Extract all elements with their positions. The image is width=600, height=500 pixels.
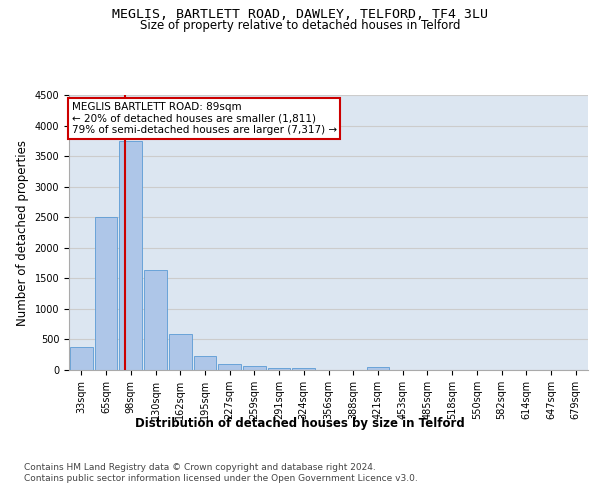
Text: MEGLIS BARTLETT ROAD: 89sqm
← 20% of detached houses are smaller (1,811)
79% of : MEGLIS BARTLETT ROAD: 89sqm ← 20% of det…: [71, 102, 337, 135]
Bar: [268, 368, 290, 370]
Text: Size of property relative to detached houses in Telford: Size of property relative to detached ho…: [140, 18, 460, 32]
Text: Contains public sector information licensed under the Open Government Licence v3: Contains public sector information licen…: [24, 474, 418, 483]
Bar: [292, 368, 315, 370]
Bar: [95, 217, 118, 370]
Text: MEGLIS, BARTLETT ROAD, DAWLEY, TELFORD, TF4 3LU: MEGLIS, BARTLETT ROAD, DAWLEY, TELFORD, …: [112, 8, 488, 20]
Bar: [243, 366, 266, 370]
Text: Distribution of detached houses by size in Telford: Distribution of detached houses by size …: [135, 418, 465, 430]
Bar: [119, 141, 142, 370]
Y-axis label: Number of detached properties: Number of detached properties: [16, 140, 29, 326]
Bar: [70, 348, 93, 370]
Text: Contains HM Land Registry data © Crown copyright and database right 2024.: Contains HM Land Registry data © Crown c…: [24, 462, 376, 471]
Bar: [144, 270, 167, 370]
Bar: [367, 366, 389, 370]
Bar: [218, 364, 241, 370]
Bar: [169, 334, 191, 370]
Bar: [194, 356, 216, 370]
